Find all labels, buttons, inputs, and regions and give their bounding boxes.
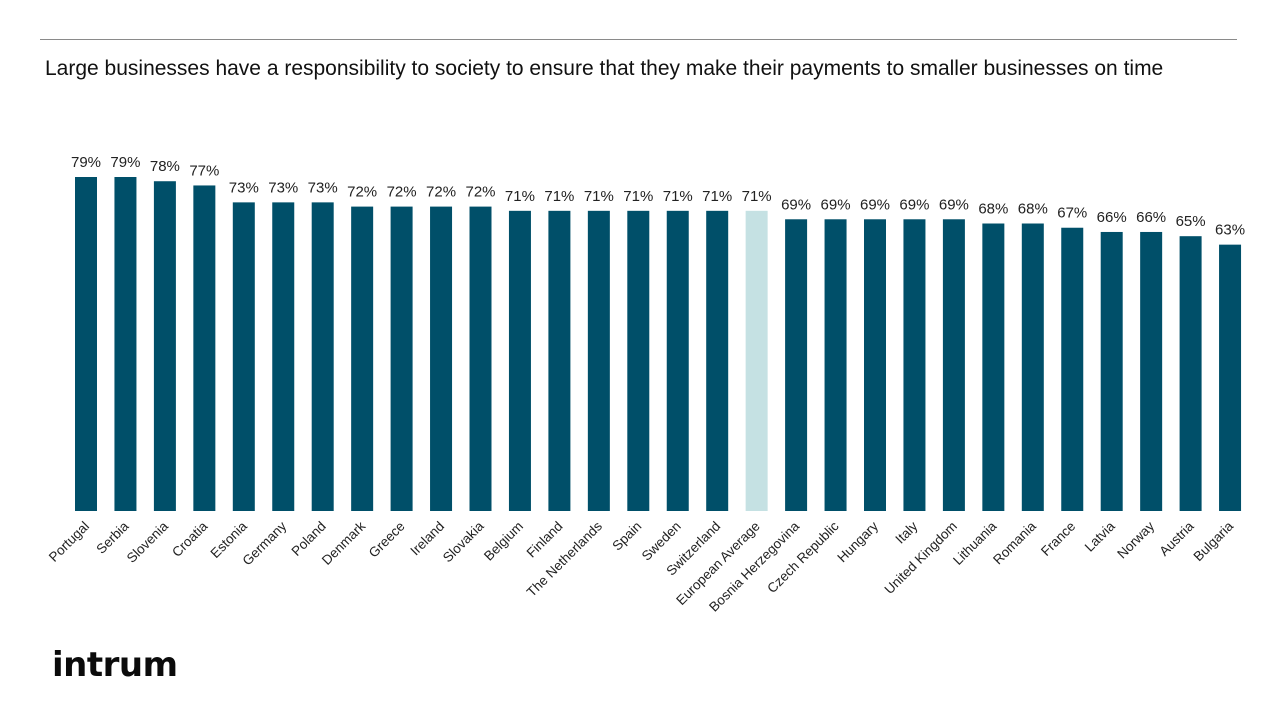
data-label-finland: 71%	[544, 188, 574, 205]
data-label-serbia: 79%	[110, 154, 140, 171]
bar-greece	[390, 206, 413, 511]
bar-finland	[548, 210, 571, 511]
bar-poland	[311, 202, 334, 511]
data-label-european-average: 71%	[742, 188, 772, 205]
data-label-estonia: 73%	[229, 179, 259, 196]
category-label-lithuania: Lithuania	[950, 518, 1000, 568]
data-label-france: 67%	[1057, 205, 1087, 222]
bar-austria	[1179, 236, 1202, 511]
data-label-denmark: 72%	[347, 184, 377, 201]
category-label-spain: Spain	[609, 519, 644, 554]
bar-bulgaria	[1219, 244, 1242, 511]
bar-belgium	[508, 210, 531, 511]
category-label-slovenia: Slovenia	[124, 518, 172, 566]
data-label-lithuania: 68%	[978, 201, 1008, 218]
bar-france	[1061, 227, 1084, 511]
bar-the-netherlands	[587, 210, 610, 511]
category-label-latvia: Latvia	[1082, 518, 1118, 554]
bar-denmark	[351, 206, 374, 511]
data-label-the-netherlands: 71%	[584, 188, 614, 205]
bar-spain	[627, 210, 650, 511]
bar-serbia	[114, 177, 137, 511]
category-label-denmark: Denmark	[319, 518, 369, 568]
category-label-slovakia: Slovakia	[440, 518, 487, 565]
bar-ireland	[430, 206, 453, 511]
bar-sweden	[666, 210, 689, 511]
bar-norway	[1140, 231, 1163, 511]
category-label-belgium: Belgium	[481, 519, 526, 564]
category-label-croatia: Croatia	[169, 518, 211, 560]
category-label-bulgaria: Bulgaria	[1191, 518, 1237, 564]
data-label-germany: 73%	[268, 179, 298, 196]
category-label-portugal: Portugal	[46, 519, 92, 565]
bar-czech-republic	[824, 219, 847, 511]
data-label-hungary: 69%	[860, 196, 890, 213]
bar-united-kingdom	[942, 219, 965, 511]
bar-italy	[903, 219, 926, 511]
data-label-romania: 68%	[1018, 201, 1048, 218]
category-label-romania: Romania	[990, 518, 1039, 567]
category-label-czech-republic: Czech Republic	[764, 518, 842, 596]
category-label-norway: Norway	[1114, 518, 1157, 561]
bar-lithuania	[982, 223, 1005, 511]
bar-bosnia-herzegovina	[785, 219, 808, 511]
bar-slovakia	[469, 206, 492, 511]
data-label-poland: 73%	[308, 179, 338, 196]
data-label-italy: 69%	[899, 196, 929, 213]
data-label-austria: 65%	[1176, 213, 1206, 230]
data-label-belgium: 71%	[505, 188, 535, 205]
data-label-spain: 71%	[623, 188, 653, 205]
category-label-united-kingdom: United Kingdom	[881, 519, 960, 598]
data-label-bulgaria: 63%	[1215, 222, 1245, 239]
data-label-ireland: 72%	[426, 184, 456, 201]
bar-hungary	[864, 219, 886, 511]
bar-latvia	[1100, 231, 1123, 511]
category-label-france: France	[1038, 519, 1078, 559]
data-label-norway: 66%	[1136, 209, 1166, 226]
data-label-portugal: 79%	[71, 154, 101, 171]
data-label-czech-republic: 69%	[821, 196, 851, 213]
bar-romania	[1021, 223, 1044, 511]
category-label-germany: Germany	[239, 518, 289, 568]
category-label-the-netherlands: The Netherlands	[524, 518, 605, 599]
data-label-greece: 72%	[387, 184, 417, 201]
bar-switzerland	[706, 210, 729, 511]
bar-european-average	[745, 210, 768, 511]
data-label-switzerland: 71%	[702, 188, 732, 205]
bar-estonia	[232, 202, 255, 511]
bar-croatia	[193, 185, 216, 512]
category-label-greece: Greece	[366, 519, 408, 561]
bar-portugal	[75, 177, 97, 511]
category-label-hungary: Hungary	[834, 518, 881, 565]
category-label-serbia: Serbia	[93, 518, 132, 557]
chart-title: Large businesses have a responsibility t…	[45, 57, 1164, 80]
bar-slovenia	[153, 181, 176, 511]
bar-germany	[272, 202, 295, 511]
data-label-croatia: 77%	[189, 162, 219, 179]
data-label-latvia: 66%	[1097, 209, 1127, 226]
data-label-slovenia: 78%	[150, 158, 180, 175]
data-label-slovakia: 72%	[465, 184, 495, 201]
top-divider	[40, 39, 1237, 40]
category-label-italy: Italy	[892, 518, 920, 546]
intrum-logo: intrum	[52, 645, 178, 685]
data-label-bosnia-herzegovina: 69%	[781, 196, 811, 213]
data-label-united-kingdom: 69%	[939, 196, 969, 213]
data-label-sweden: 71%	[663, 188, 693, 205]
